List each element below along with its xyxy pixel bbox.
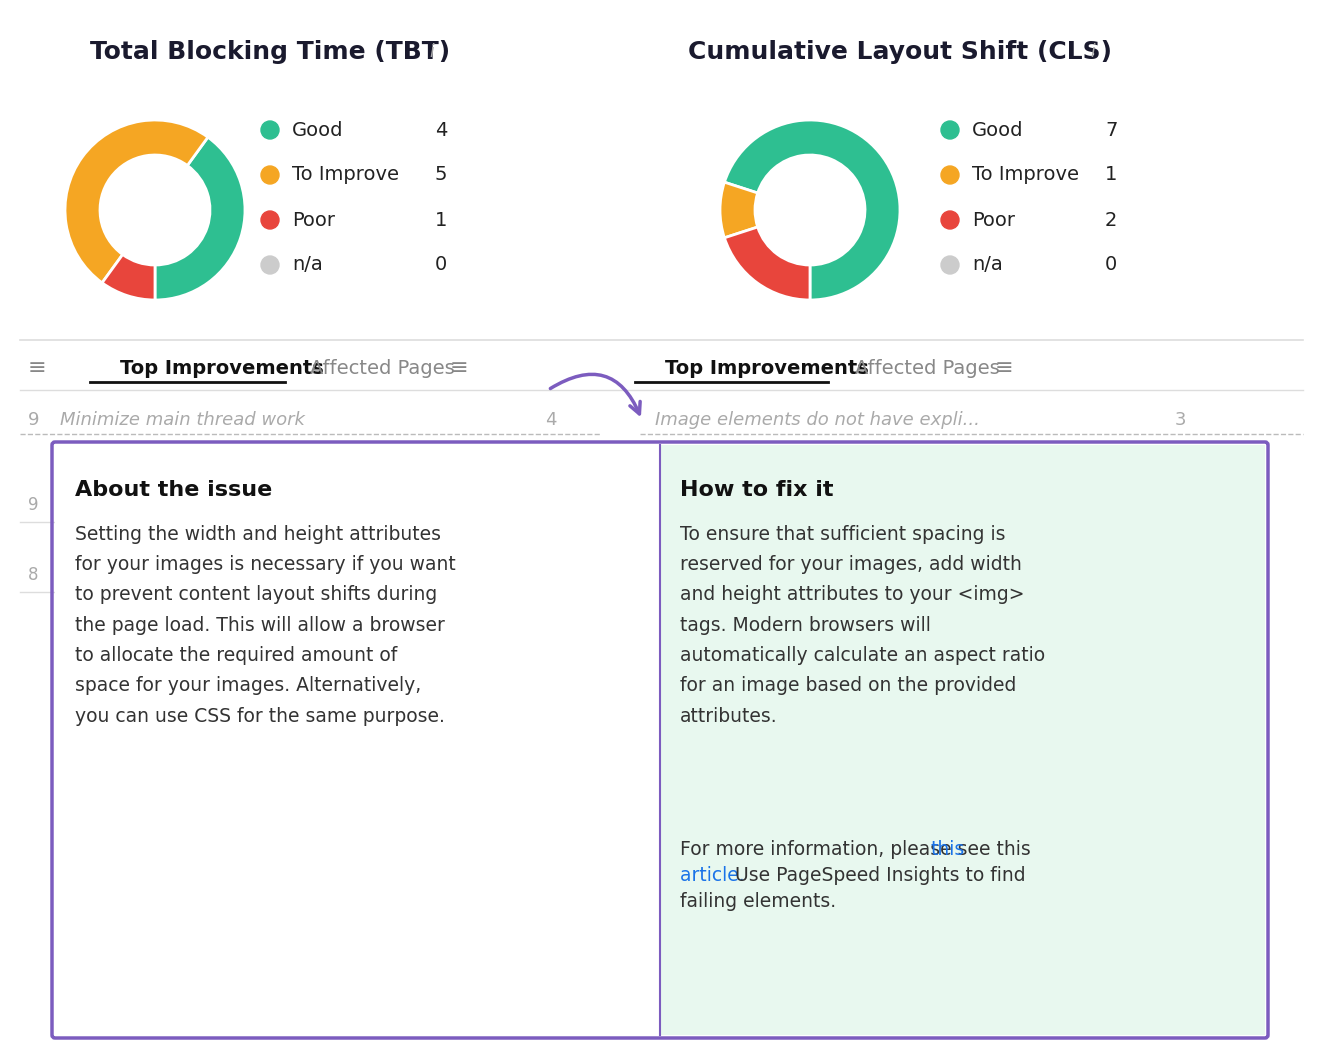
Text: 8: 8: [28, 565, 38, 585]
Text: To Improve: To Improve: [972, 166, 1080, 185]
Text: Good: Good: [972, 120, 1024, 140]
Text: 5: 5: [435, 166, 447, 185]
Circle shape: [261, 120, 279, 140]
Text: failing elements.: failing elements.: [680, 892, 836, 911]
Text: 7: 7: [1105, 120, 1118, 140]
Wedge shape: [725, 227, 810, 300]
Text: ≡: ≡: [28, 358, 46, 378]
Circle shape: [941, 211, 959, 229]
Text: 9: 9: [28, 496, 38, 514]
Text: 1: 1: [1105, 166, 1118, 185]
Text: 0: 0: [1105, 256, 1117, 275]
Text: i: i: [430, 43, 434, 61]
Text: Poor: Poor: [972, 210, 1015, 229]
Text: n/a: n/a: [292, 256, 323, 275]
Text: To ensure that sufficient spacing is
reserved for your images, add width
and hei: To ensure that sufficient spacing is res…: [680, 525, 1045, 725]
Text: For more information, please see this: For more information, please see this: [680, 840, 1031, 859]
Text: How to fix it: How to fix it: [680, 480, 833, 500]
Text: Minimize main thread work: Minimize main thread work: [60, 411, 304, 429]
Text: Top Improvements: Top Improvements: [665, 358, 869, 377]
Circle shape: [261, 256, 279, 274]
Text: About the issue: About the issue: [75, 480, 273, 500]
Text: Poor: Poor: [292, 210, 335, 229]
Circle shape: [941, 166, 959, 184]
Wedge shape: [725, 120, 900, 300]
Text: 3: 3: [1175, 411, 1187, 429]
Text: 0: 0: [435, 256, 447, 275]
Wedge shape: [155, 137, 245, 300]
Text: Affected Pages: Affected Pages: [855, 358, 1000, 377]
Wedge shape: [720, 182, 758, 238]
Text: Affected Pages: Affected Pages: [310, 358, 455, 377]
Circle shape: [941, 120, 959, 140]
Text: ≡: ≡: [995, 358, 1013, 378]
Text: Image elements do not have expli...: Image elements do not have expli...: [655, 411, 980, 429]
Text: article.: article.: [680, 866, 750, 885]
FancyArrowPatch shape: [550, 374, 640, 414]
Text: 4: 4: [435, 120, 447, 140]
Text: Cumulative Layout Shift (CLS): Cumulative Layout Shift (CLS): [688, 40, 1113, 64]
Text: 2: 2: [1105, 210, 1118, 229]
Text: ≡: ≡: [450, 358, 468, 378]
Text: n/a: n/a: [972, 256, 1003, 275]
Text: Setting the width and height attributes
for your images is necessary if you want: Setting the width and height attributes …: [75, 525, 455, 725]
Text: Top Improvements: Top Improvements: [120, 358, 324, 377]
Circle shape: [261, 166, 279, 184]
Text: i: i: [1090, 43, 1095, 61]
Text: 1: 1: [435, 210, 447, 229]
Circle shape: [261, 211, 279, 229]
Bar: [660, 445, 1265, 1035]
Text: To Improve: To Improve: [292, 166, 400, 185]
Circle shape: [941, 256, 959, 274]
Text: 4: 4: [545, 411, 557, 429]
Text: 9: 9: [28, 411, 40, 429]
Text: this: this: [931, 840, 964, 859]
Wedge shape: [102, 255, 155, 300]
Text: Total Blocking Time (TBT): Total Blocking Time (TBT): [90, 40, 450, 64]
Text: Use PageSpeed Insights to find: Use PageSpeed Insights to find: [736, 866, 1025, 885]
Wedge shape: [65, 120, 208, 283]
FancyBboxPatch shape: [56, 445, 1265, 1035]
Text: Good: Good: [292, 120, 344, 140]
